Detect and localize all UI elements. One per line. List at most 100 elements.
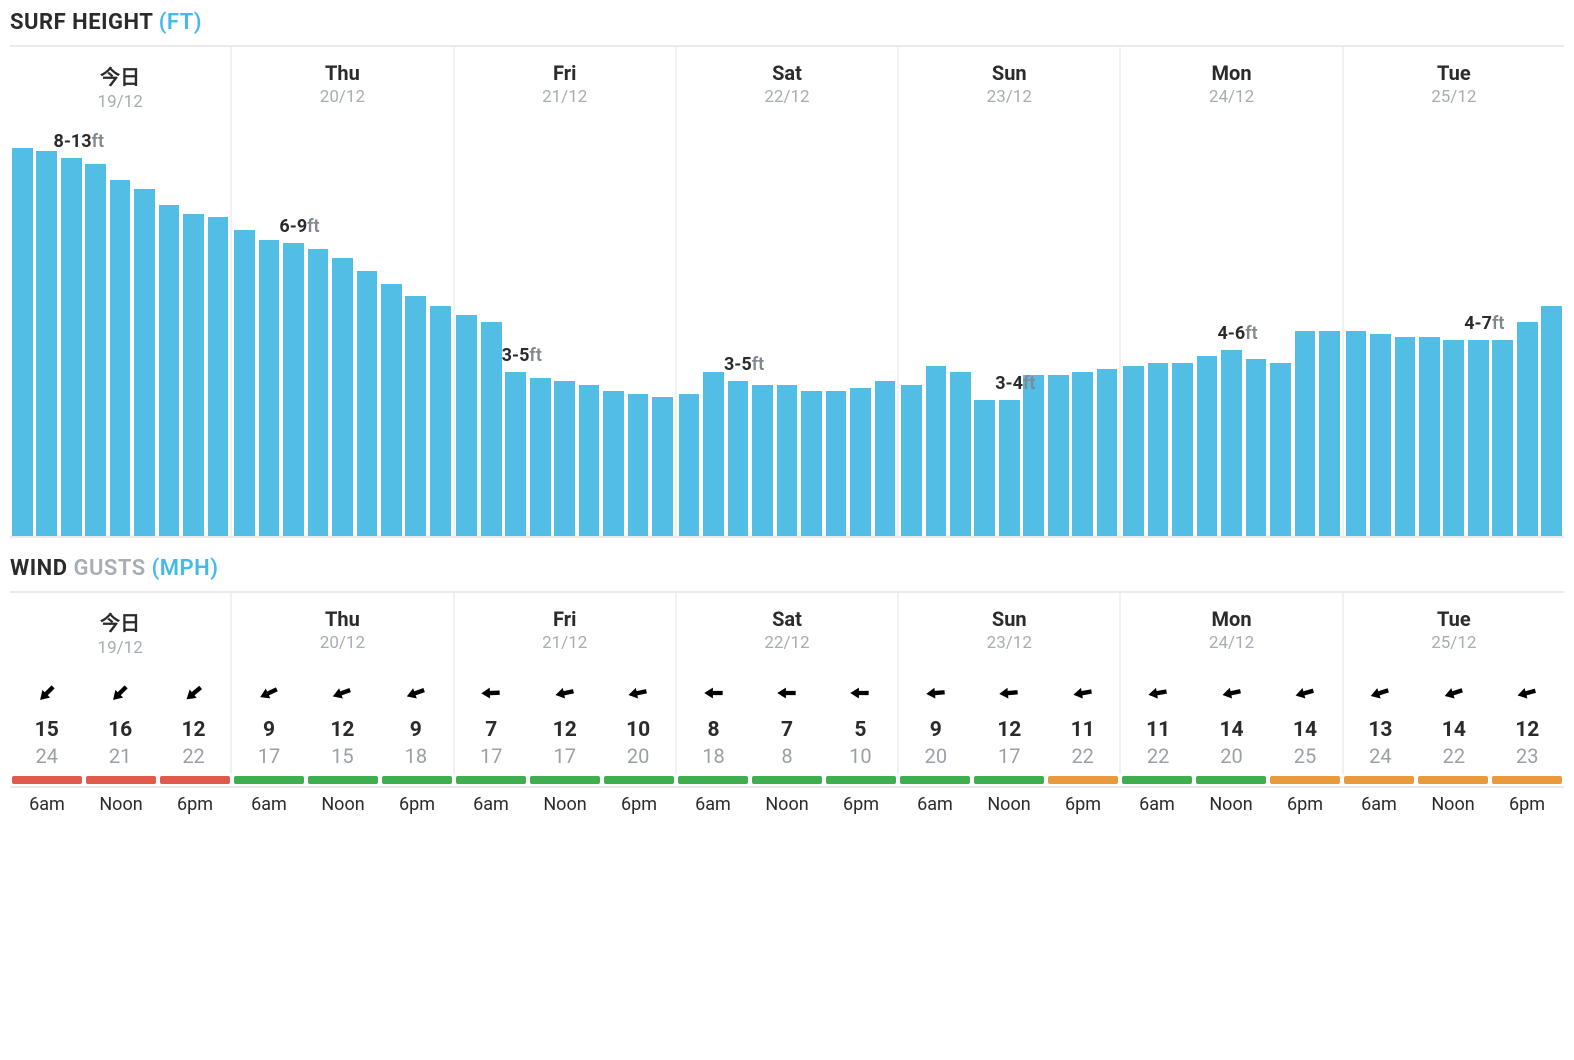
wind-quality-segment [678,776,748,784]
wind-cell: 818 [677,672,750,774]
surf-bar-wrap [528,126,552,536]
surf-bar [1370,334,1391,536]
surf-height-label: 3-5ft [724,354,764,375]
surf-bar [381,284,402,536]
wind-gust: 20 [899,744,972,768]
surf-bar-wrap [848,126,872,536]
wind-speed: 10 [601,718,674,742]
surf-bar [554,381,575,536]
surf-bar-wrap [924,126,948,536]
wind-day-column: 152416211222 [10,672,232,774]
surf-bar-wrap [1417,126,1441,536]
surf-bar [430,306,451,536]
wind-cell: 1621 [83,672,156,774]
surf-bar-wrap [330,126,354,536]
surf-bar [974,400,995,536]
wind-arrow-icon [847,680,873,706]
surf-day-header: Thu20/12 [232,47,454,126]
wind-gust: 25 [1268,744,1341,768]
surf-bar [950,372,971,536]
surf-bar-wrap [775,126,799,536]
surf-bar [259,240,280,536]
wind-gust: 17 [455,744,528,768]
surf-bar-wrap [355,126,379,536]
surf-bar-wrap [1195,126,1219,536]
surf-day-column: 3-5ft [455,126,677,536]
wind-cell: 1122 [1046,672,1119,774]
surf-bar-wrap [504,126,528,536]
surf-bar-wrap [948,126,972,536]
surf-bar [530,378,551,536]
wind-arrow-icon [1511,677,1543,709]
day-date: 23/12 [899,633,1119,653]
surf-bar [801,391,822,536]
day-date: 21/12 [455,87,675,107]
wind-quality-segment [1418,776,1488,784]
time-label: 6pm [380,794,454,815]
wind-arrow-icon [252,676,287,711]
surf-bar [1221,350,1242,536]
surf-bar-wrap [1046,126,1070,536]
wind-gust: 20 [1195,744,1268,768]
day-date: 19/12 [10,638,230,658]
wind-quality-segment [1196,776,1266,784]
wind-data-row: 1524162112229171215918717121710208187851… [10,672,1564,774]
wind-cell: 1217 [973,672,1046,774]
day-date: 19/12 [10,92,230,112]
wind-arrow-icon [326,676,359,709]
time-label: 6am [898,794,972,815]
surf-bar [901,385,922,536]
surf-bar-wrap [726,126,750,536]
day-date: 20/12 [232,633,452,653]
time-label: 6pm [1268,794,1342,815]
surf-bar [652,397,673,536]
surf-bar [12,148,33,536]
wind-gust: 22 [1046,744,1119,768]
surf-bar [61,158,82,536]
day-name: Sun [899,607,1119,631]
day-name: Thu [232,61,452,85]
wind-speed: 11 [1121,718,1194,742]
surf-bar [1419,337,1440,536]
surf-bar [1197,356,1218,536]
wind-day-header: Mon24/12 [1121,593,1343,672]
surf-height-label: 6-9ft [279,216,319,237]
wind-arrow-icon [1143,678,1173,708]
surf-bar [1295,331,1316,536]
wind-gust: 18 [677,744,750,768]
surf-bar-wrap [1268,126,1292,536]
wind-title: WIND GUSTS (MPH) [10,556,1564,581]
wind-quality-segment [1492,776,1562,784]
day-name: 今日 [10,607,230,636]
surf-bar-wrap [479,126,503,536]
surf-bar-wrap [1393,126,1417,536]
surf-bar-wrap [455,126,479,536]
wind-speed: 12 [1491,718,1564,742]
surf-bar [134,189,155,536]
wind-day-column: 9171215918 [232,672,454,774]
wind-arrow-icon [1289,677,1321,709]
surf-height-label: 4-7ft [1464,313,1504,334]
wind-cell: 1215 [306,672,379,774]
wind-cell: 1425 [1268,672,1341,774]
surf-bar-wrap [799,126,823,536]
surf-bar [826,391,847,536]
surf-bar [999,400,1020,536]
surf-bar [1319,331,1340,536]
wind-gust: 23 [1491,744,1564,768]
time-label: 6am [1120,794,1194,815]
wind-quality-segment [12,776,82,784]
wind-quality-row [10,774,1564,786]
surf-bar-wrap [206,126,230,536]
time-label: Noon [1416,794,1490,815]
wind-quality-segment [1344,776,1414,784]
wind-cell: 1223 [1491,672,1564,774]
surf-bar-wrap [181,126,205,536]
wind-speed: 12 [973,718,1046,742]
wind-day-column: 92012171122 [899,672,1121,774]
surf-bar-wrap [83,126,107,536]
surf-day-header: Sun23/12 [899,47,1121,126]
wind-cell: 1217 [528,672,601,774]
day-name: Sun [899,61,1119,85]
wind-quality-segment [308,776,378,784]
